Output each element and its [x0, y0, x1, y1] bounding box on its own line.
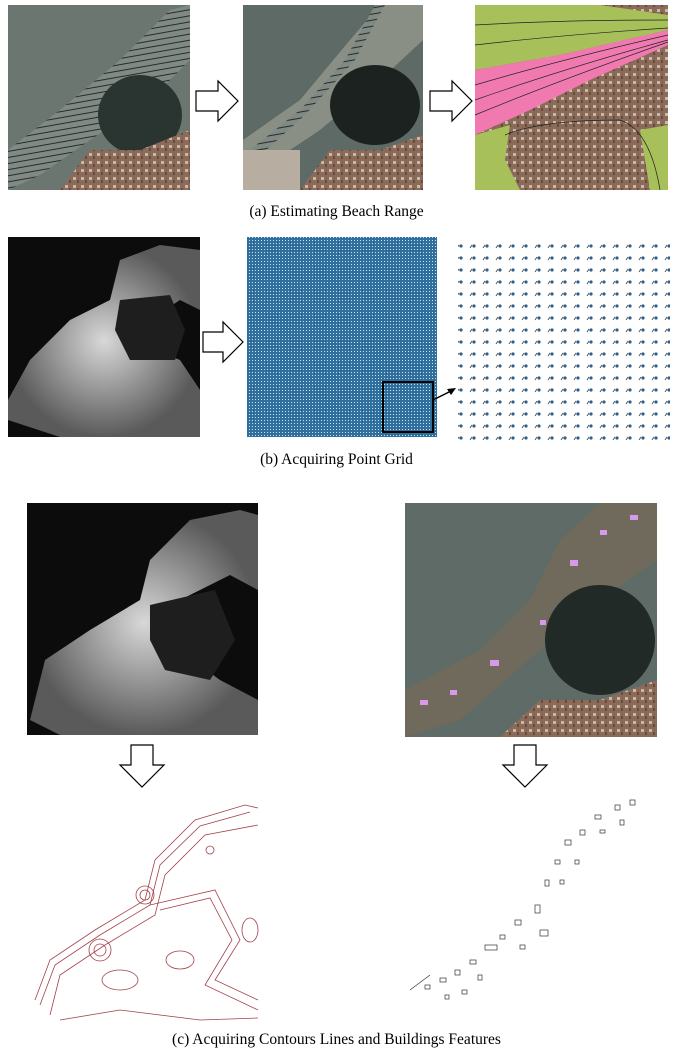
point-grid-zoom — [458, 240, 670, 440]
contour-lines — [35, 805, 258, 1020]
beach-map — [475, 5, 668, 190]
caption: (c) Acquiring Contours Lines and Buildin… — [0, 1031, 673, 1049]
arrow — [203, 322, 243, 362]
arrow — [120, 745, 164, 787]
arrow — [196, 81, 238, 121]
satellite-image — [243, 5, 423, 190]
caption: (b) Acquiring Point Grid — [0, 451, 673, 469]
caption: (a) Estimating Beach Range — [0, 203, 673, 221]
satellite-image — [405, 503, 657, 737]
heatmap-image — [8, 237, 200, 437]
arrow — [503, 745, 547, 787]
figure-graphics — [0, 0, 673, 1057]
figure-page: (a) Estimating Beach Range (b) Acquiring… — [0, 0, 673, 1057]
arrow — [430, 81, 472, 121]
point-grid-image — [247, 237, 437, 437]
building-outlines — [410, 800, 635, 999]
heatmap-image — [27, 503, 258, 735]
satellite-image — [8, 5, 190, 190]
